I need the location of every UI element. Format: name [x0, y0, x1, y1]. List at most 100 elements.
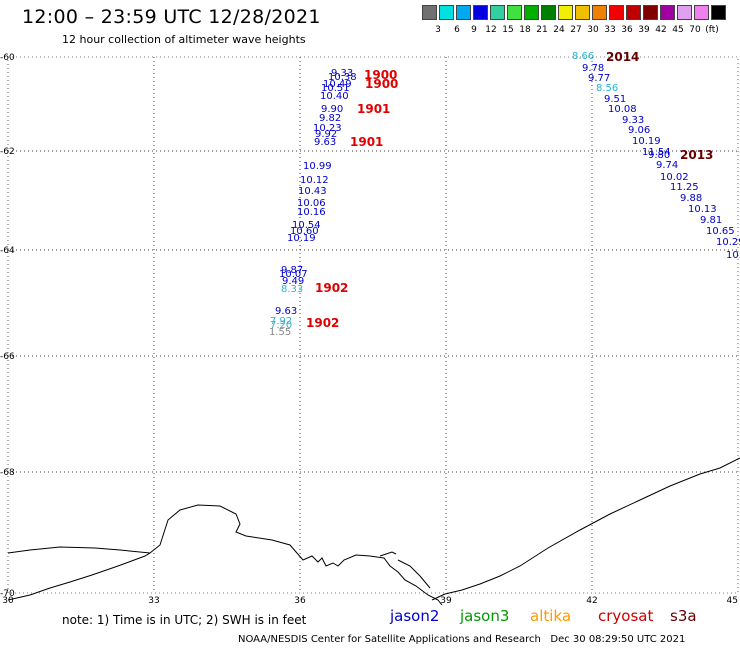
map-title: 12:00 – 23:59 UTC 12/28/2021 [22, 6, 321, 28]
pass-time-label: 1900 [364, 68, 397, 82]
color-swatch [677, 5, 692, 20]
color-swatch [524, 5, 539, 20]
color-scale-label: 21 [536, 25, 548, 35]
lon-tick-label: 30 [2, 596, 14, 605]
color-swatch [694, 5, 709, 20]
lat-tick-label: -60 [0, 53, 15, 63]
legend-altika: altika [530, 607, 572, 625]
wave-height-value: 7.92 [270, 316, 292, 327]
legend-jason3: jason3 [460, 607, 510, 625]
wave-height-value: 9.63 [275, 306, 297, 317]
altimeter-map: 30 33 36 39 42 45-60-62-64-66-68-70 9.3310.38… [0, 50, 740, 605]
color-scale-label: (ft) [705, 25, 719, 35]
wave-height-value: 9.92 [315, 129, 337, 140]
wave-height-value: 1.55 [269, 327, 291, 338]
legend-s3a: s3a [670, 607, 697, 625]
wave-height-value: 10.12 [300, 175, 329, 186]
wave-height-value: 8.33 [281, 284, 303, 295]
color-scale-label: 45 [672, 25, 684, 35]
color-scale-label: 6 [454, 25, 460, 35]
color-swatch [490, 5, 505, 20]
wave-height-value: 10.51 [321, 83, 350, 94]
color-scale-label: 15 [502, 25, 514, 35]
wave-height-value: 10.40 [320, 91, 349, 102]
east-track-values: 8.669.789.778.569.5110.089.339.0610.1911… [572, 51, 740, 261]
pass-time-label: 1901 [350, 135, 383, 149]
lat-tick-label: -70 [0, 589, 15, 599]
color-scale-label: 9 [471, 25, 477, 35]
footer-note: note: 1) Time is in UTC; 2) SWH is in fe… [62, 613, 307, 627]
wave-height-value: 10.29 [716, 237, 740, 248]
wave-height-value: 10.13 [688, 204, 717, 215]
lon-tick-label: 33 [148, 596, 159, 605]
legend-cryosat: cryosat [598, 607, 654, 625]
wave-height-value: 10. [726, 250, 740, 261]
color-swatch [473, 5, 488, 20]
wave-height-value: 9.87 [281, 265, 303, 276]
pass-time-label: 2014 [606, 50, 639, 64]
wave-height-value: 9.88 [680, 193, 702, 204]
antarctic-coastline [7, 457, 740, 605]
color-scale-label: 36 [621, 25, 633, 35]
wave-height-value: 7.20 [270, 320, 292, 331]
wave-height-value: 9.77 [588, 73, 610, 84]
color-scale-label: 33 [604, 25, 616, 35]
lat-tick-label: -68 [0, 468, 15, 478]
wave-height-value: 10.16 [297, 207, 326, 218]
wave-height-value: 9.80 [648, 150, 670, 161]
wave-height-value: 9.33 [331, 68, 353, 79]
color-scale-label: 18 [519, 25, 531, 35]
color-swatch [592, 5, 607, 20]
color-swatch [609, 5, 624, 20]
color-swatch [507, 5, 522, 20]
legend-jason2: jason2 [390, 607, 440, 625]
lat-tick-label: -62 [0, 147, 15, 157]
wave-height-value: 11.25 [670, 182, 699, 193]
footer-credit: NOAA/NESDIS Center for Satellite Applica… [238, 634, 686, 645]
wave-height-value: 9.33 [622, 115, 644, 126]
color-scale-label: 12 [485, 25, 497, 35]
wave-height-value: 9.51 [604, 94, 626, 105]
color-swatch [643, 5, 658, 20]
wave-height-value: 10.60 [290, 226, 319, 237]
color-swatch [456, 5, 471, 20]
wave-height-value: 10.06 [297, 198, 326, 209]
pass-time-label: 1902 [315, 281, 348, 295]
wave-height-value: 9.74 [656, 160, 678, 171]
pass-time-label: 1901 [357, 102, 390, 116]
color-swatch [575, 5, 590, 20]
color-scale-label: 30 [587, 25, 599, 35]
map-frame [7, 56, 739, 594]
lat-tick-label: -64 [0, 246, 15, 256]
wave-height-value: 9.63 [314, 137, 336, 148]
color-scale-label: 42 [655, 25, 667, 35]
lon-tick-label: 45 [727, 596, 738, 605]
east-track-times: 2014 2013 [606, 50, 713, 162]
wave-height-value: 10.49 [323, 79, 352, 90]
pass-time-label: 1902 [306, 316, 339, 330]
wave-height-value: 10.19 [632, 136, 661, 147]
lon-tick-label: 39 [440, 596, 452, 605]
color-swatch [541, 5, 556, 20]
color-swatch [422, 5, 437, 20]
color-swatch [558, 5, 573, 20]
wave-height-value: 10.99 [303, 161, 332, 172]
lon-tick-label: 36 [294, 596, 306, 605]
wave-height-value: 8.66 [572, 51, 594, 62]
color-scale-label: 27 [570, 25, 582, 35]
wave-height-value: 8.56 [596, 83, 618, 94]
color-swatch [439, 5, 454, 20]
color-scale-label: 24 [553, 25, 565, 35]
color-swatch [711, 5, 726, 20]
color-scale-label: 3 [435, 25, 441, 35]
map-subtitle: 12 hour collection of altimeter wave hei… [62, 33, 306, 46]
wave-height-value: 9.81 [700, 215, 722, 226]
lat-tick-label: -66 [0, 352, 15, 362]
color-swatch [626, 5, 641, 20]
wave-height-value: 10.23 [313, 123, 342, 134]
wave-height-value: 10.43 [298, 186, 327, 197]
wave-height-value: 9.78 [582, 63, 604, 74]
pass-time-label: 1900 [365, 77, 398, 91]
